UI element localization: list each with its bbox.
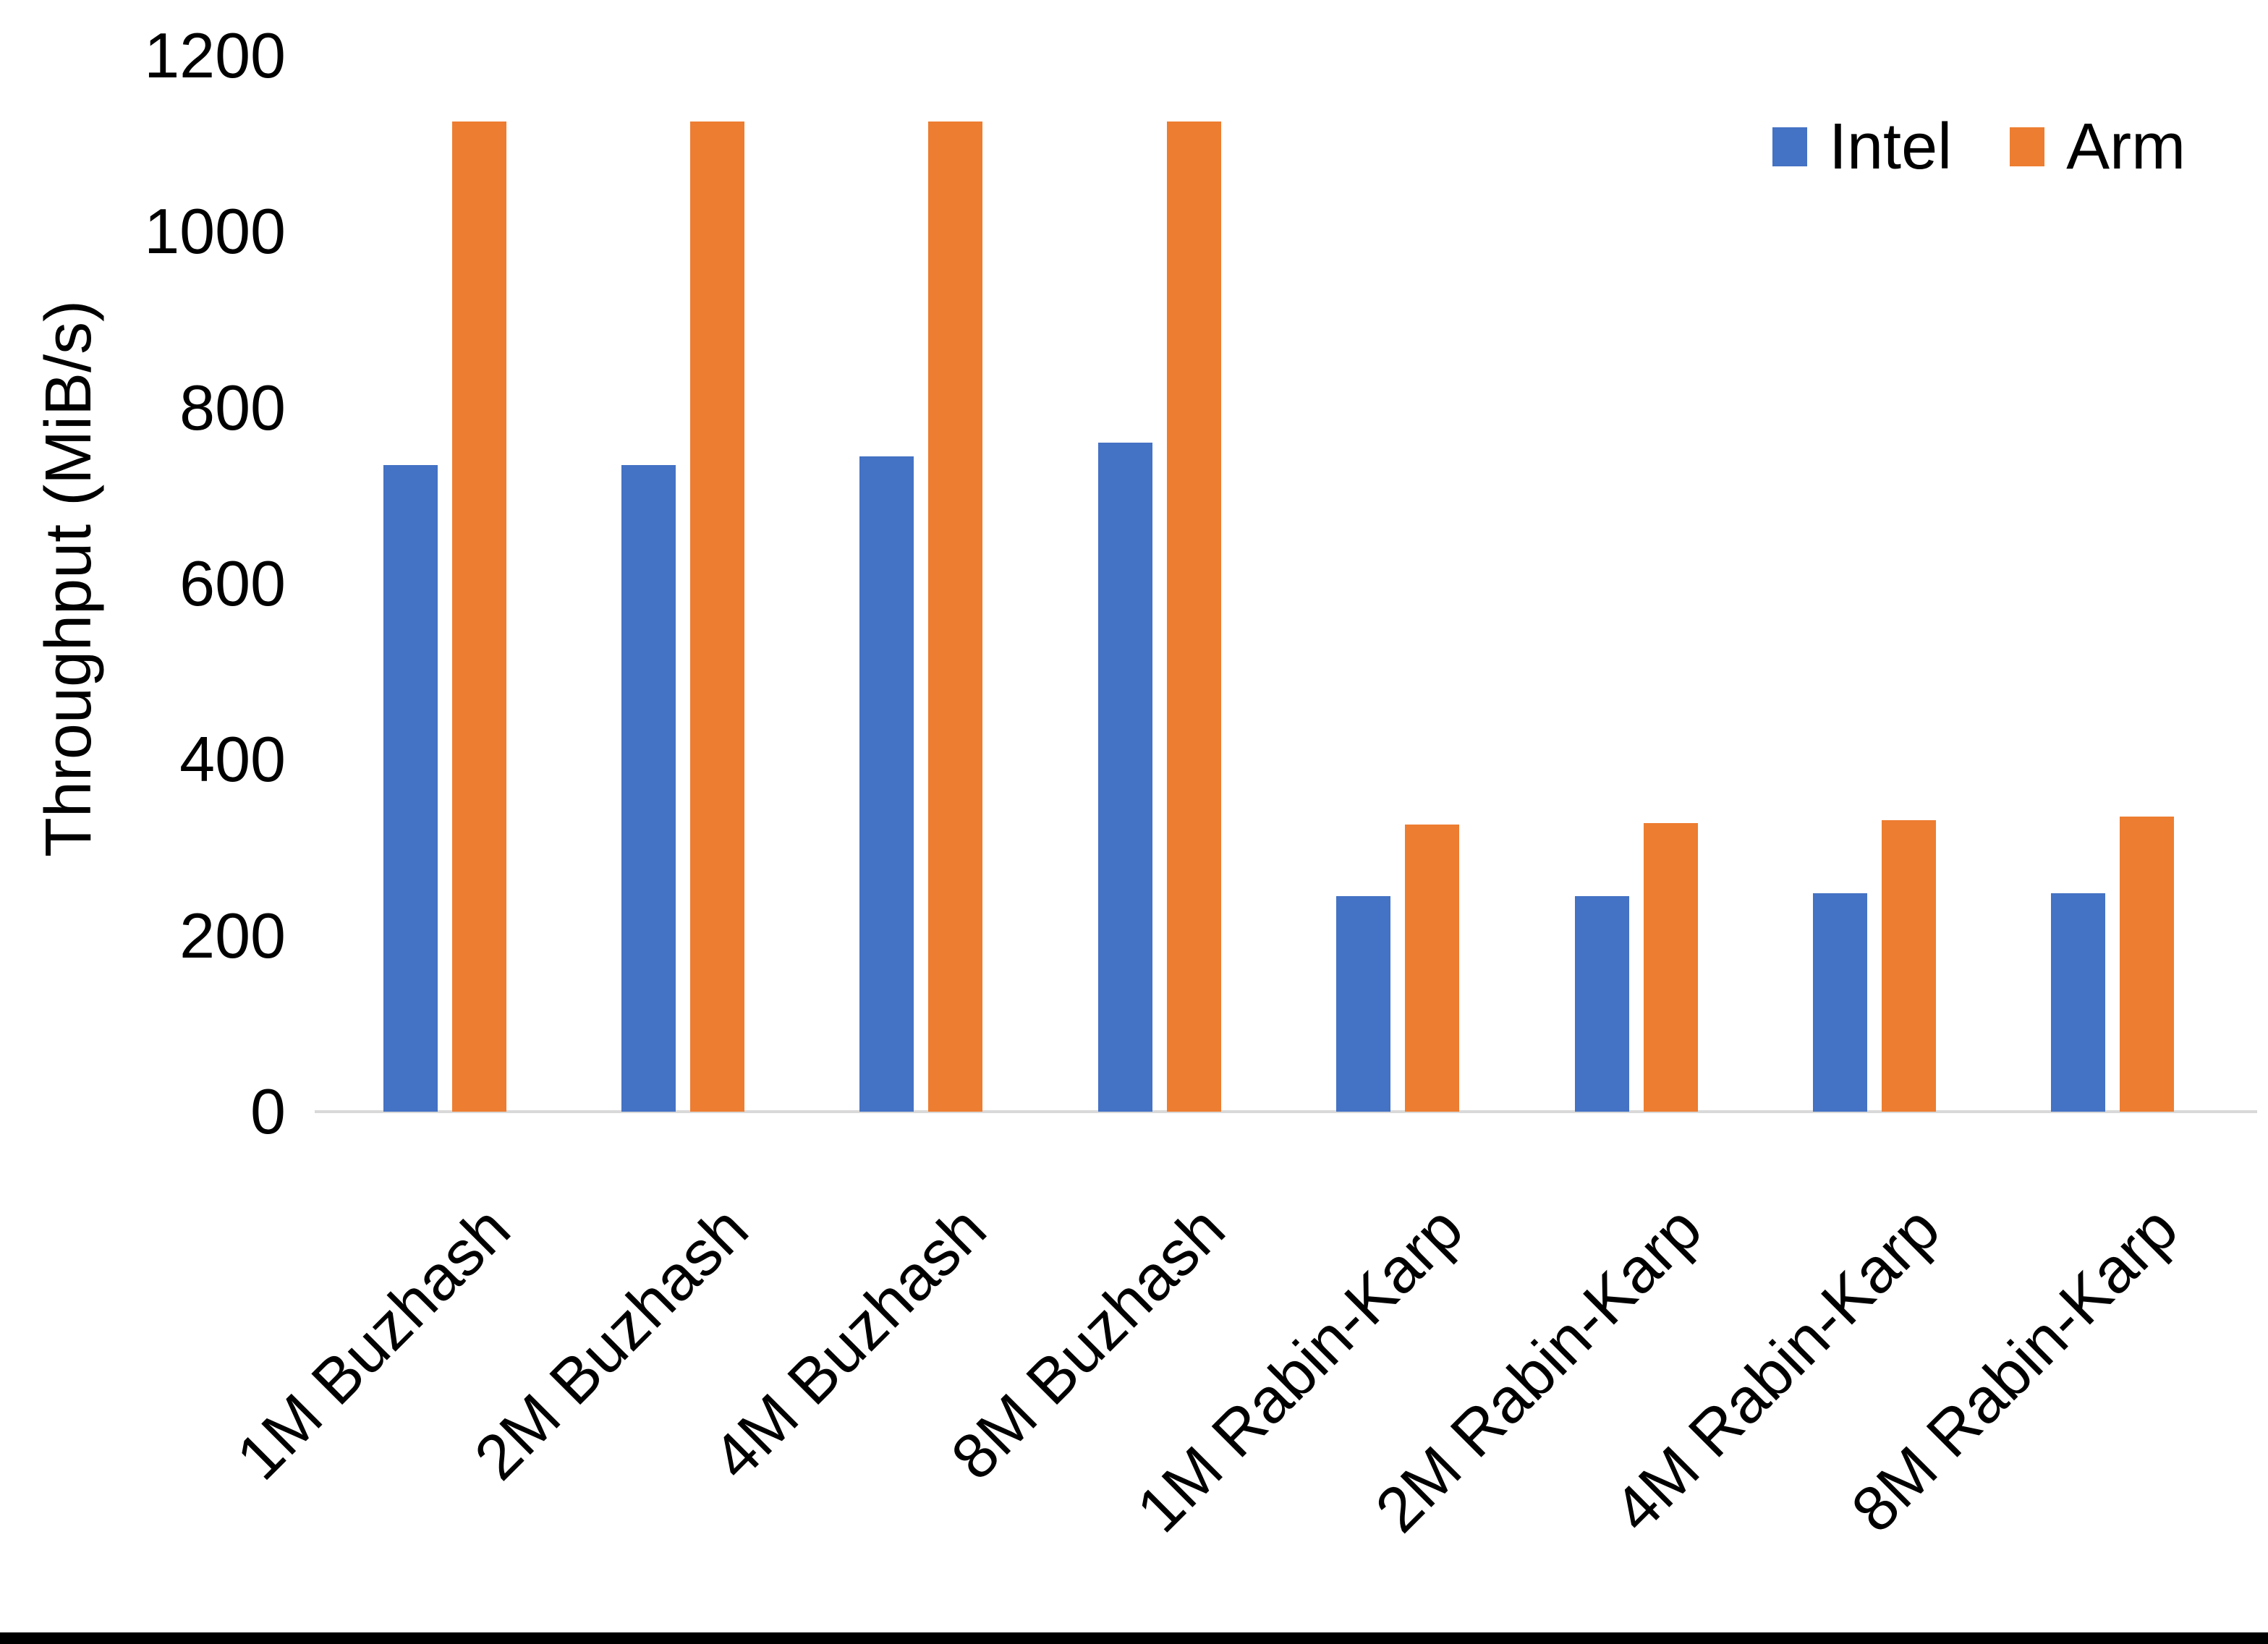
bar-intel-2m-buzhash [621,464,676,1112]
y-tick-label: 600 [179,548,286,619]
legend-label: Arm [2066,111,2186,183]
bar-arm-4m-buzhash [928,122,983,1112]
legend-item-intel: Intel [1772,114,1952,179]
bar-arm-8m-rabin-karp [2120,817,2175,1112]
y-tick-label: 800 [179,371,286,443]
bar-intel-4m-rabin-karp [1812,893,1867,1112]
y-tick-label: 400 [179,723,286,796]
bar-arm-4m-rabin-karp [1881,820,1936,1112]
bar-intel-1m-rabin-karp [1336,895,1391,1112]
bar-intel-1m-buzhash [383,464,438,1112]
bar-intel-4m-buzhash [859,456,914,1112]
bar-intel-2m-rabin-karp [1574,895,1629,1112]
bar-intel-8m-buzhash [1097,443,1152,1112]
x-tick-label: 1M Buzhash [222,1192,524,1494]
bar-arm-8m-buzhash [1166,122,1221,1112]
bar-arm-2m-rabin-karp [1643,822,1698,1112]
bar-arm-1m-rabin-karp [1405,825,1460,1112]
legend-item-arm: Arm [2010,114,2186,179]
legend-swatch-intel [1772,127,1807,166]
legend-swatch-arm [2010,127,2045,166]
y-tick-label: 0 [250,1076,286,1147]
bar-intel-8m-rabin-karp [2051,893,2106,1112]
legend-label: Intel [1829,111,1953,183]
x-axis-line [315,1110,2257,1113]
bar-arm-1m-buzhash [451,122,506,1112]
y-tick-label: 1000 [144,195,286,268]
y-tick-label: 1200 [144,20,286,91]
legend: Intel Arm [1772,114,2186,179]
y-tick-label: 200 [179,899,286,971]
bar-arm-2m-buzhash [690,122,745,1112]
bottom-border [0,1632,2268,1644]
